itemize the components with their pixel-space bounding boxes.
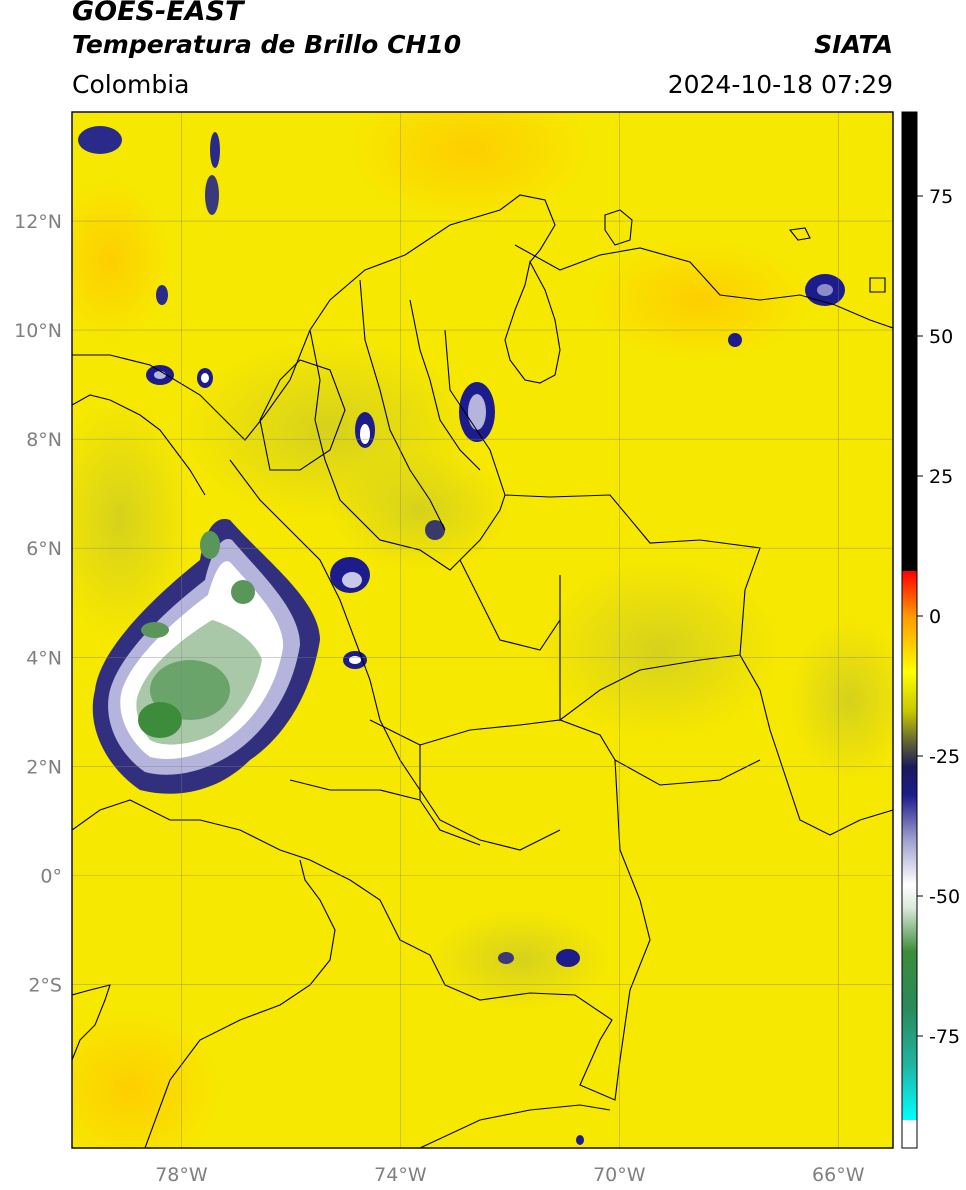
lat-tick-label: 2°S [28,974,62,996]
lat-tick-label: 12°N [14,211,62,233]
margarita-island [788,227,811,241]
amazon-river [419,1104,611,1148]
convective-cells [78,126,845,1145]
colombia-north-coast [72,194,556,441]
borders-and-coastlines [72,194,893,1148]
graticule [72,112,893,1148]
interior-division-8 [459,559,561,651]
colorbar-tick-label: 75 [929,186,953,208]
lon-tick-label: 78°W [155,1164,208,1186]
venezuela-coast [514,244,893,329]
product-title: Temperatura de Brillo CH10 [72,30,462,59]
panama-coast [72,394,206,496]
lon-tick-label: 70°W [593,1164,646,1186]
satellite-title: GOES-EAST [72,0,244,27]
lon-tick-label: 66°W [812,1164,865,1186]
trinidad [869,277,886,293]
colorbar-tick-label: -75 [929,1026,960,1048]
lat-tick-label: 6°N [26,538,62,560]
colorbar-tick-label: 25 [929,466,953,488]
brand-label: SIATA [814,30,893,59]
latitude-tick-labels: 12°N 10°N 8°N 6°N 4°N 2°N 0° 2°S [14,211,62,996]
ecuador-coast [72,984,111,1061]
timestamp-label: 2024-10-18 07:29 [667,70,893,99]
convective-complex-pacific [92,519,320,794]
interior-division-7 [289,779,421,801]
colombia-venezuela-border [444,329,893,836]
lat-tick-label: 10°N [14,320,62,342]
map-frame [71,111,894,1149]
lat-tick-label: 4°N [26,647,62,669]
colombia-south-region [419,719,761,786]
interior-division-4 [409,299,481,471]
interior-division-5 [259,359,346,471]
longitude-tick-labels: 78°W 74°W 70°W 66°W [155,1164,864,1186]
interior-division-1 [229,459,561,851]
lat-tick-label: 0° [40,865,62,887]
lon-tick-label: 74°W [374,1164,427,1186]
colombia-east-boundary [72,759,651,1101]
region-label: Colombia [72,70,190,99]
colorbar: 75 50 25 0 -25 -50 -75 [901,111,960,1149]
lake-maracaibo [504,260,561,384]
colorbar-tick-label: 0 [929,606,941,628]
colorbar-frame [901,111,918,1149]
colorbar-tick-label: -25 [929,746,960,768]
lat-tick-label: 2°N [26,756,62,778]
interior-division-2 [309,329,506,571]
colorbar-tick-label: 50 [929,326,953,348]
interior-division-3 [359,279,446,531]
peru-border [144,859,336,1148]
colorbar-ticks: 75 50 25 0 -25 -50 -75 [917,186,960,1048]
aruba-curacao [604,209,633,246]
colorbar-gradient [902,112,917,1148]
lat-tick-label: 8°N [26,429,62,451]
colombia-brazil-border [559,575,741,722]
moist-regions [72,340,893,1010]
colorbar-tick-label: -50 [929,886,960,908]
map-panel [72,112,893,1148]
